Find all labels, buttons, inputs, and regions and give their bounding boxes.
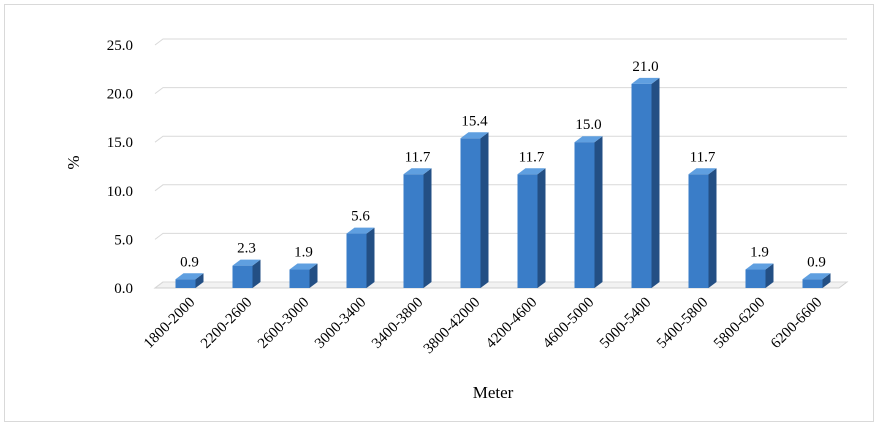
gridline: [154, 135, 847, 143]
data-label: 5.6: [351, 209, 370, 225]
data-label: 1.9: [750, 245, 769, 261]
bar: [631, 77, 660, 288]
bar: [403, 168, 432, 288]
bar: [232, 259, 261, 288]
data-label: 15.4: [461, 113, 488, 129]
y-tick-label: 5.0: [114, 232, 133, 248]
bar-top: [745, 263, 774, 270]
chart-frame: 0.0 5.0 10.0 15.0 20.0 25.0 0.9 2.3 1.9 5.6 11.7 1…: [4, 4, 874, 422]
gridline: [154, 281, 847, 289]
bar-side: [537, 168, 546, 288]
data-label: 11.7: [405, 149, 431, 165]
bar: [175, 273, 204, 288]
bar-front: [460, 138, 481, 288]
y-tick-label: 20.0: [107, 87, 133, 103]
y-axis-ticks: 0.0 5.0 10.0 15.0 20.0 25.0: [107, 38, 133, 297]
bar-front: [403, 174, 424, 288]
bar-side: [423, 168, 432, 288]
bars: [175, 77, 831, 288]
x-tick-label: 3800-42000: [421, 295, 484, 358]
x-tick-label: 1800-2000: [141, 295, 198, 352]
bar-side: [765, 263, 774, 288]
bar-front: [802, 279, 823, 288]
data-label: 15.0: [575, 117, 601, 133]
bar-top: [289, 263, 318, 270]
bar-side: [822, 273, 831, 288]
y-axis-title: %: [64, 155, 83, 169]
gridline: [154, 232, 847, 240]
bar: [517, 168, 546, 288]
bar: [460, 132, 489, 288]
x-tick-label: 2200-2600: [198, 295, 255, 352]
x-tick-label: 4600-5000: [540, 295, 597, 352]
bar: [745, 263, 774, 288]
gridline: [154, 38, 847, 46]
y-tick-label: 25.0: [107, 38, 133, 54]
bar-side: [651, 77, 660, 288]
data-label: 2.3: [237, 241, 256, 257]
bar: [802, 273, 831, 288]
data-label: 11.7: [519, 149, 545, 165]
bar-top: [346, 227, 375, 234]
gridline: [154, 184, 847, 192]
bar-front: [745, 269, 766, 288]
y-tick-label: 0.0: [114, 281, 133, 297]
bar-front: [289, 269, 310, 288]
bar-front: [688, 174, 709, 288]
x-tick-label: 6200-6600: [768, 295, 825, 352]
bar-top: [403, 168, 432, 175]
bar-side: [594, 136, 603, 288]
bar-side: [366, 227, 375, 288]
x-tick-label: 5400-5800: [654, 295, 711, 352]
bar-top: [802, 273, 831, 280]
bar-top: [517, 168, 546, 175]
x-axis-ticks: 1800-2000 2200-2600 2600-3000 3000-3400 3400…: [141, 295, 825, 358]
data-label: 11.7: [690, 149, 716, 165]
bar-side: [309, 263, 318, 288]
bar-top: [460, 132, 489, 139]
bar-front: [175, 279, 196, 288]
bar: [346, 227, 375, 288]
bar: [574, 136, 603, 288]
x-tick-label: 3400-3800: [369, 295, 426, 352]
bar: [289, 263, 318, 288]
bar-top: [232, 259, 261, 266]
data-label: 0.9: [180, 254, 199, 270]
bar: [688, 168, 717, 288]
gridline: [154, 87, 847, 94]
bar-front: [631, 83, 652, 288]
y-tick-label: 10.0: [107, 184, 133, 200]
data-label: 1.9: [294, 245, 313, 261]
x-tick-label: 3000-3400: [312, 295, 369, 352]
gridlines: [153, 38, 849, 289]
x-tick-label: 4200-4600: [483, 295, 540, 352]
bar-side: [195, 273, 204, 288]
bar-top: [631, 77, 660, 84]
bar-top: [574, 136, 603, 143]
data-label: 0.9: [807, 254, 826, 270]
bar-side: [708, 168, 717, 288]
x-tick-label: 2600-3000: [255, 295, 312, 352]
x-tick-label: 5800-6200: [711, 295, 768, 352]
data-label: 21.0: [632, 59, 658, 75]
bar-front: [346, 233, 367, 288]
data-labels: 0.9 2.3 1.9 5.6 11.7 15.4 11.7 15.0 21.0 11.7 1.9 0…: [180, 59, 826, 270]
bar-top: [688, 168, 717, 175]
bar-side: [252, 259, 261, 288]
bar-top: [175, 273, 204, 280]
bar-front: [574, 142, 595, 288]
bar-front: [232, 265, 253, 288]
x-tick-label: 5000-5400: [597, 295, 654, 352]
bar-front: [517, 174, 538, 288]
bar-side: [480, 132, 489, 288]
bar-chart: 0.0 5.0 10.0 15.0 20.0 25.0 0.9 2.3 1.9 5.6 11.7 1…: [64, 38, 849, 402]
x-axis-title: Meter: [473, 383, 514, 402]
y-tick-label: 15.0: [107, 135, 133, 151]
